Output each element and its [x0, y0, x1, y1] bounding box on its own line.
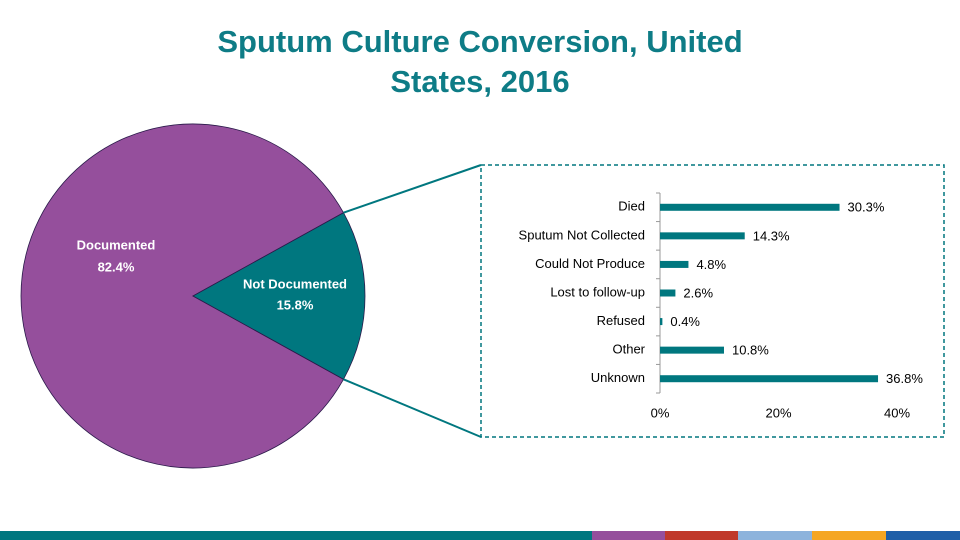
- bar: [660, 260, 689, 268]
- y-tick-label: Unknown: [591, 370, 645, 385]
- x-tick-label: 20%: [765, 405, 791, 420]
- bar: [660, 232, 745, 240]
- zoom-box: [480, 164, 945, 438]
- y-tick-label: Lost to follow-up: [550, 284, 645, 299]
- slice-label: Not Documented: [243, 276, 347, 291]
- value-label: 14.3%: [753, 228, 790, 243]
- footer-bar: [812, 531, 886, 540]
- connector: [343, 378, 482, 438]
- value-label: 36.8%: [886, 371, 923, 386]
- x-tick-label: 40%: [884, 405, 910, 420]
- y-tick-label: Could Not Produce: [535, 256, 645, 271]
- slice-label: Documented: [77, 237, 156, 252]
- x-tick-label: 0%: [651, 405, 670, 420]
- value-label: 10.8%: [732, 343, 769, 358]
- value-label: 2.6%: [683, 285, 713, 300]
- pie-slice: [192, 212, 366, 380]
- footer-bar: [665, 531, 738, 540]
- pie-slice: [20, 123, 345, 469]
- value-label: 4.8%: [696, 257, 726, 272]
- footer-bar: [592, 531, 665, 540]
- y-tick-label: Refused: [597, 313, 645, 328]
- bar: [660, 289, 676, 297]
- bar: [660, 318, 663, 326]
- bar: [660, 203, 840, 211]
- value-label: 0.4%: [670, 314, 700, 329]
- slide-title: Sputum Culture Conversion, United States…: [217, 24, 743, 99]
- y-tick-label: Sputum Not Collected: [519, 227, 645, 242]
- bar: [660, 375, 879, 383]
- bar: [660, 346, 724, 354]
- y-tick-label: Died: [618, 199, 645, 214]
- y-tick-label: Other: [612, 342, 645, 357]
- slice-value: 82.4%: [98, 259, 135, 274]
- value-label: 30.3%: [848, 200, 885, 215]
- footer-bar: [738, 531, 812, 540]
- connector: [343, 164, 482, 214]
- footer-bar: [886, 531, 960, 540]
- slice-value: 15.8%: [277, 297, 314, 312]
- footer-bar: [0, 531, 592, 540]
